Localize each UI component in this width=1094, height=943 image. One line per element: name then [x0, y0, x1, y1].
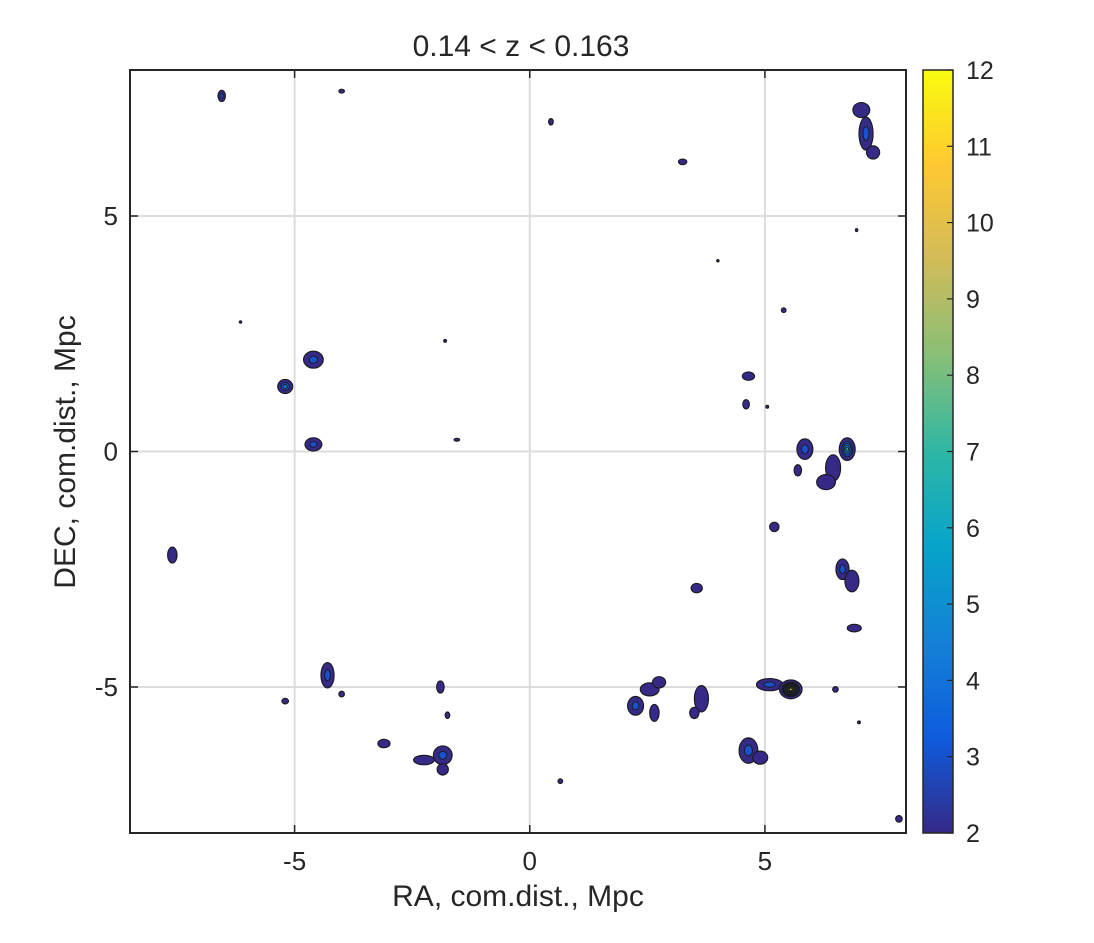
x-tick-labels: -5 0 5	[283, 846, 772, 876]
density-contour-level-2	[844, 569, 860, 593]
density-contour-level-6	[845, 446, 850, 452]
density-contour-level-2	[167, 546, 178, 564]
density-contour-level-2	[338, 88, 346, 94]
density-contour-level-3	[308, 355, 319, 364]
y-tick-labels: -5 0 5	[95, 201, 118, 702]
density-contour-level-2	[854, 228, 859, 233]
density-contour-level-2	[742, 399, 750, 410]
density-contour-level-2	[716, 258, 720, 263]
colorbar-tick-label: 2	[966, 820, 980, 848]
colorbar-ticks: 2 3 4 5 6 7 8 9 10 11 12	[947, 57, 994, 848]
y-tick-label: -5	[95, 672, 118, 702]
density-contour-level-2	[857, 720, 861, 725]
density-contour-level-3	[438, 750, 448, 760]
density-contours	[167, 88, 903, 823]
x-tick-label: -5	[283, 846, 306, 876]
density-contour-level-3	[631, 701, 640, 711]
density-contour-level-2	[649, 703, 660, 722]
density-contour-level-2	[832, 685, 839, 693]
axis-ticks	[130, 70, 906, 833]
density-contour-level-12	[788, 687, 793, 691]
x-tick-label: 0	[523, 846, 537, 876]
density-contour-level-3	[219, 93, 224, 99]
grid	[130, 70, 906, 833]
density-contour-level-2	[865, 145, 881, 160]
density-contour-level-2	[453, 437, 461, 442]
density-contour-level-2	[895, 815, 903, 823]
density-contour-level-2	[741, 371, 756, 381]
density-contour-level-2	[444, 711, 451, 720]
density-contour-level-2	[338, 690, 346, 698]
density-contour-level-2	[548, 117, 554, 126]
colorbar-tick-label: 10	[966, 210, 994, 238]
y-tick-label: 5	[104, 201, 118, 231]
density-contour-level-2	[852, 101, 871, 119]
y-axis-label: DEC, com.dist., Mpc	[49, 315, 82, 588]
density-contour-level-4	[282, 384, 288, 389]
chart-title: 0.14 < z < 0.163	[413, 30, 630, 63]
density-contour-level-2	[443, 338, 448, 343]
density-contour-level-2	[780, 307, 787, 314]
density-contour-level-2	[693, 685, 710, 713]
density-contour-level-3	[801, 444, 809, 454]
density-contour-level-3	[862, 126, 870, 142]
colorbar-tick-label: 8	[966, 362, 980, 390]
density-contour-level-2	[690, 582, 703, 594]
colorbar-tick-label: 4	[966, 667, 980, 695]
colorbar-tick-label: 3	[966, 744, 980, 772]
density-contour-level-2	[436, 763, 449, 776]
density-contour-level-2	[765, 404, 770, 409]
density-contour-level-2	[752, 750, 769, 765]
colorbar-tick-label: 12	[966, 57, 994, 85]
x-axis-label: RA, com.dist., Mpc	[392, 880, 644, 913]
colorbar-tick-label: 11	[966, 133, 992, 161]
y-tick-label: 0	[104, 437, 118, 467]
colorbar-tick-label: 5	[966, 591, 980, 619]
density-contour-level-3	[324, 669, 331, 682]
colorbar-tick-label: 9	[966, 286, 980, 314]
density-contour-level-3	[744, 744, 753, 757]
colorbar-tick-label: 7	[966, 439, 980, 467]
density-contour-level-3	[839, 564, 846, 575]
density-contour-level-2	[677, 158, 688, 166]
density-contour-level-2	[436, 680, 445, 694]
density-contour-level-2	[413, 754, 435, 766]
density-contour-level-2	[651, 676, 667, 689]
density-contour-level-2	[557, 778, 564, 785]
density-contour-level-2	[238, 320, 243, 324]
density-contour-level-2	[793, 464, 803, 477]
density-contour-level-2	[816, 474, 837, 491]
axes-box	[129, 69, 907, 834]
density-contour-level-2	[281, 697, 290, 705]
density-contour-level-2	[377, 738, 391, 749]
density-contour-level-3	[763, 681, 776, 688]
density-contour-level-2	[769, 521, 780, 533]
colorbar-tick-label: 6	[966, 515, 980, 543]
x-tick-label: 5	[758, 846, 772, 876]
density-contour-level-3	[309, 441, 318, 448]
density-contour-level-2	[846, 623, 862, 633]
density-contour-level-2	[689, 706, 700, 720]
